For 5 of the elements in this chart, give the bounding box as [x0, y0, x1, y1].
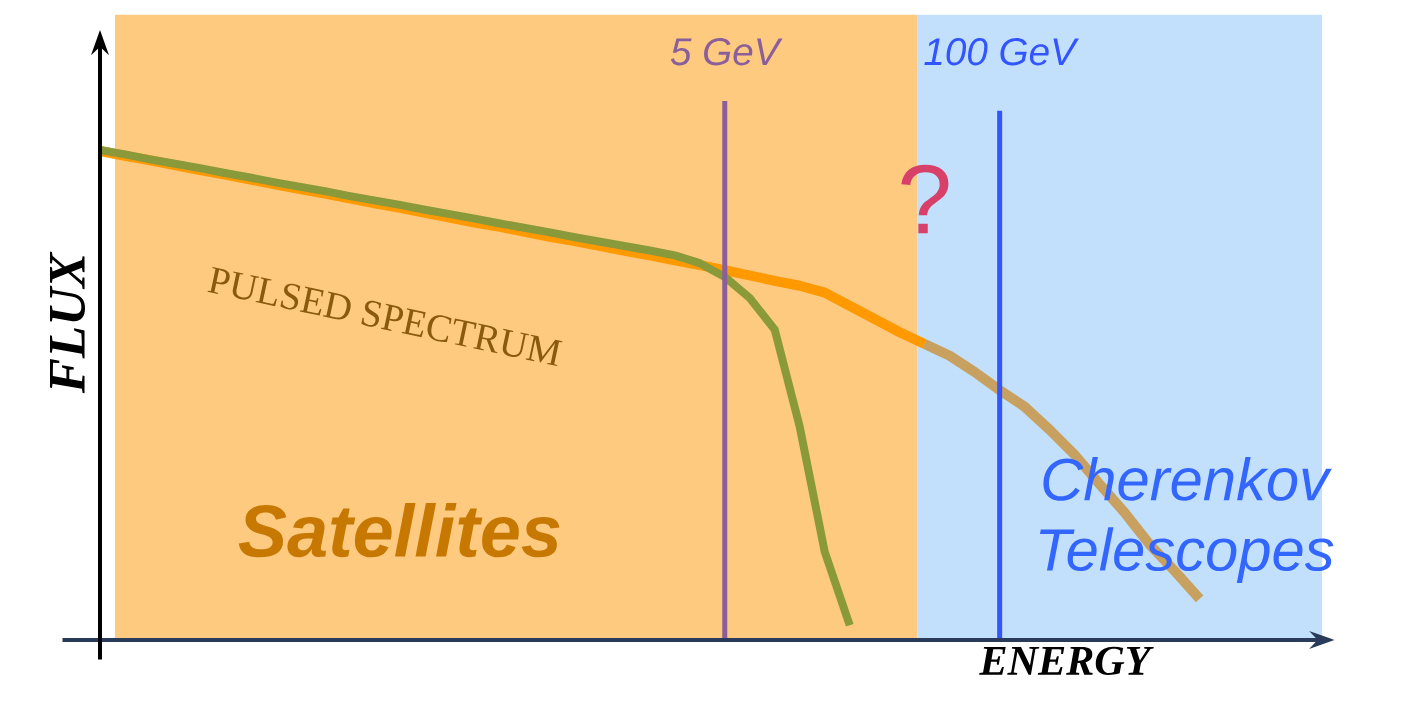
x-axis-title: ENERGY — [979, 646, 1154, 676]
text: 5 GeV — [670, 38, 783, 66]
y-axis-title: FLUX — [49, 251, 86, 394]
annotation: Satellites — [238, 503, 560, 558]
text: 100 GeV — [924, 38, 1079, 66]
